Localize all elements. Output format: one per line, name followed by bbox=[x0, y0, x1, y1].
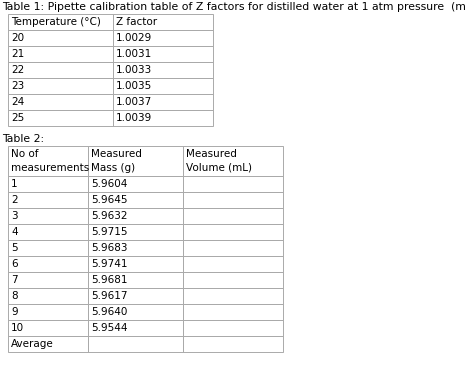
Bar bbox=[88, 304, 183, 320]
Text: 1.0029: 1.0029 bbox=[116, 33, 152, 43]
Text: 5.9645: 5.9645 bbox=[91, 195, 128, 205]
Bar bbox=[8, 46, 113, 62]
Text: 1.0031: 1.0031 bbox=[116, 49, 152, 59]
Bar bbox=[88, 240, 183, 256]
Text: Table 1: Pipette calibration table of Z factors for distilled water at 1 atm pre: Table 1: Pipette calibration table of Z … bbox=[2, 2, 466, 12]
Text: 23: 23 bbox=[11, 81, 24, 91]
Bar bbox=[183, 176, 283, 192]
Bar bbox=[8, 176, 88, 192]
Text: Table 2:: Table 2: bbox=[2, 134, 44, 144]
Bar bbox=[183, 224, 283, 240]
Bar bbox=[183, 192, 283, 208]
Text: Z factor: Z factor bbox=[116, 17, 157, 27]
Bar bbox=[183, 336, 283, 352]
Text: Measured: Measured bbox=[186, 149, 237, 159]
Bar bbox=[8, 146, 88, 176]
Bar bbox=[88, 224, 183, 240]
Bar bbox=[8, 304, 88, 320]
Bar bbox=[8, 336, 88, 352]
Bar bbox=[183, 146, 283, 176]
Bar bbox=[183, 288, 283, 304]
Bar bbox=[8, 110, 113, 126]
Bar bbox=[113, 14, 213, 30]
Bar bbox=[8, 78, 113, 94]
Bar bbox=[113, 30, 213, 46]
Text: 6: 6 bbox=[11, 259, 18, 269]
Bar bbox=[88, 176, 183, 192]
Text: 8: 8 bbox=[11, 291, 18, 301]
Text: 5.9632: 5.9632 bbox=[91, 211, 128, 221]
Text: 5.9544: 5.9544 bbox=[91, 323, 128, 333]
Bar bbox=[183, 272, 283, 288]
Text: measurements: measurements bbox=[11, 163, 89, 173]
Bar bbox=[183, 320, 283, 336]
Text: 2: 2 bbox=[11, 195, 18, 205]
Bar bbox=[88, 256, 183, 272]
Text: 24: 24 bbox=[11, 97, 24, 107]
Bar bbox=[88, 336, 183, 352]
Bar bbox=[8, 30, 113, 46]
Text: 9: 9 bbox=[11, 307, 18, 317]
Text: 22: 22 bbox=[11, 65, 24, 75]
Text: Mass (g): Mass (g) bbox=[91, 163, 135, 173]
Bar bbox=[8, 320, 88, 336]
Bar bbox=[183, 304, 283, 320]
Text: 7: 7 bbox=[11, 275, 18, 285]
Text: 10: 10 bbox=[11, 323, 24, 333]
Text: 5.9617: 5.9617 bbox=[91, 291, 128, 301]
Text: 1.0033: 1.0033 bbox=[116, 65, 152, 75]
Bar bbox=[88, 208, 183, 224]
Bar bbox=[113, 94, 213, 110]
Bar bbox=[8, 94, 113, 110]
Text: 1.0039: 1.0039 bbox=[116, 113, 152, 123]
Text: 1.0035: 1.0035 bbox=[116, 81, 152, 91]
Bar bbox=[113, 78, 213, 94]
Bar bbox=[8, 272, 88, 288]
Text: 3: 3 bbox=[11, 211, 18, 221]
Text: 21: 21 bbox=[11, 49, 24, 59]
Text: 25: 25 bbox=[11, 113, 24, 123]
Bar bbox=[183, 256, 283, 272]
Bar bbox=[88, 192, 183, 208]
Bar bbox=[88, 320, 183, 336]
Bar bbox=[8, 256, 88, 272]
Text: 5.9683: 5.9683 bbox=[91, 243, 128, 253]
Text: Volume (mL): Volume (mL) bbox=[186, 163, 252, 173]
Bar bbox=[183, 240, 283, 256]
Bar bbox=[8, 224, 88, 240]
Bar bbox=[8, 288, 88, 304]
Text: 5: 5 bbox=[11, 243, 18, 253]
Bar bbox=[8, 208, 88, 224]
Bar bbox=[113, 46, 213, 62]
Bar bbox=[8, 14, 113, 30]
Bar bbox=[88, 146, 183, 176]
Text: 5.9640: 5.9640 bbox=[91, 307, 128, 317]
Text: 1.0037: 1.0037 bbox=[116, 97, 152, 107]
Text: 5.9741: 5.9741 bbox=[91, 259, 128, 269]
Bar bbox=[8, 192, 88, 208]
Bar bbox=[8, 240, 88, 256]
Bar bbox=[8, 62, 113, 78]
Text: Average: Average bbox=[11, 339, 54, 349]
Text: 4: 4 bbox=[11, 227, 18, 237]
Text: 5.9681: 5.9681 bbox=[91, 275, 128, 285]
Bar bbox=[113, 110, 213, 126]
Text: 1: 1 bbox=[11, 179, 18, 189]
Bar bbox=[88, 288, 183, 304]
Bar bbox=[88, 272, 183, 288]
Text: 5.9604: 5.9604 bbox=[91, 179, 128, 189]
Bar bbox=[113, 62, 213, 78]
Text: Temperature (°C): Temperature (°C) bbox=[11, 17, 101, 27]
Text: Measured: Measured bbox=[91, 149, 142, 159]
Text: 5.9715: 5.9715 bbox=[91, 227, 128, 237]
Text: 20: 20 bbox=[11, 33, 24, 43]
Bar bbox=[183, 208, 283, 224]
Text: No of: No of bbox=[11, 149, 38, 159]
